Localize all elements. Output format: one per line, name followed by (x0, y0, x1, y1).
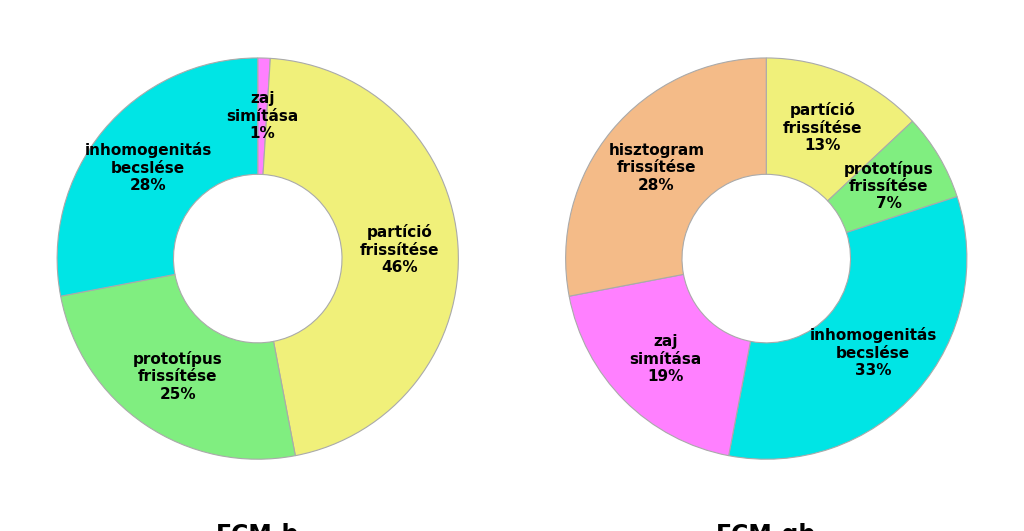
Wedge shape (729, 196, 967, 459)
Wedge shape (766, 58, 912, 201)
Wedge shape (258, 58, 270, 175)
Wedge shape (827, 121, 957, 233)
X-axis label: FCM-qb: FCM-qb (716, 523, 816, 531)
Text: partíció
frissítése
46%: partíció frissítése 46% (360, 224, 439, 275)
Wedge shape (60, 275, 295, 459)
Text: zaj
simítása
1%: zaj simítása 1% (226, 91, 298, 141)
Text: hisztogram
frissítése
28%: hisztogram frissítése 28% (608, 143, 705, 193)
Wedge shape (263, 58, 459, 456)
Text: partíció
frissítése
13%: partíció frissítése 13% (783, 102, 862, 153)
Text: inhomogenitás
becslése
33%: inhomogenitás becslése 33% (809, 328, 937, 378)
Text: prototípus
frissítése
25%: prototípus frissítése 25% (133, 351, 222, 402)
Text: zaj
simítása
19%: zaj simítása 19% (630, 335, 701, 384)
Wedge shape (57, 58, 258, 296)
X-axis label: FCM-b: FCM-b (216, 523, 299, 531)
Text: prototípus
frissítése
7%: prototípus frissítése 7% (844, 161, 934, 211)
Text: inhomogenitás
becslése
28%: inhomogenitás becslése 28% (84, 142, 212, 193)
Wedge shape (565, 58, 766, 296)
Wedge shape (569, 275, 751, 456)
